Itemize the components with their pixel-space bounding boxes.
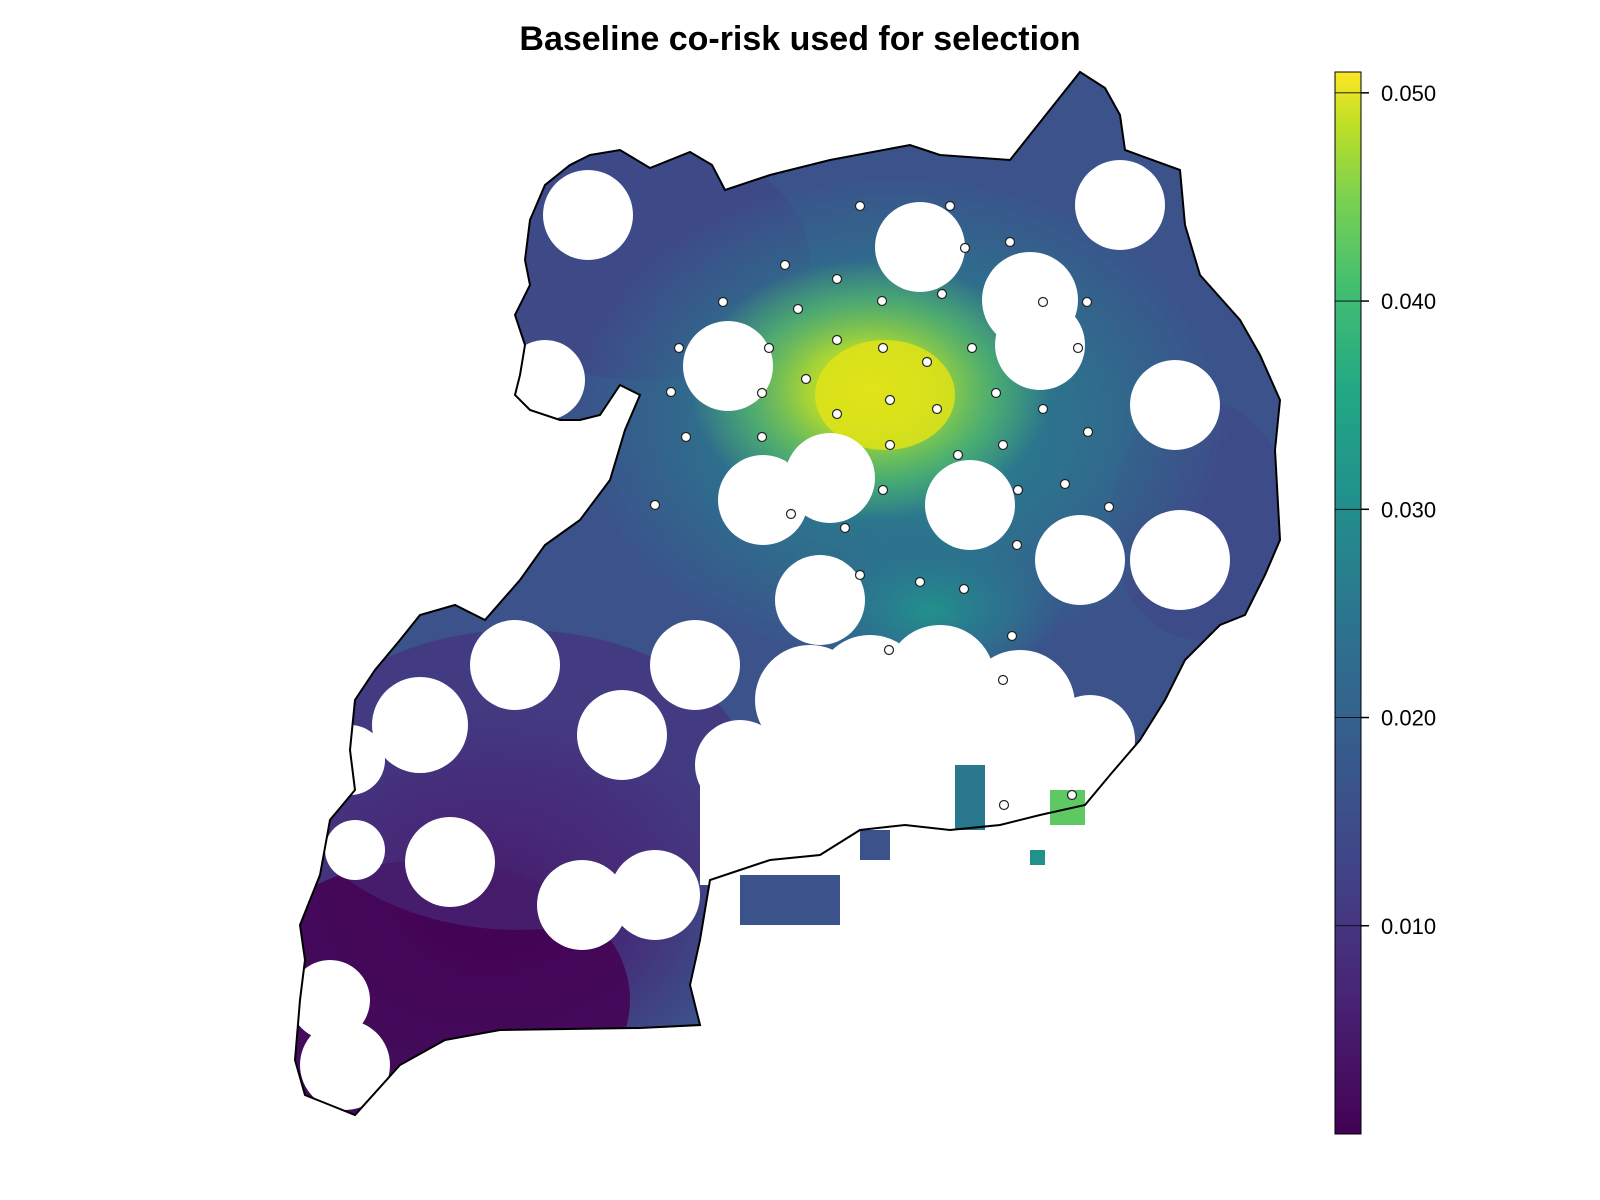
site-marker — [1066, 789, 1078, 801]
site-marker — [952, 449, 964, 461]
legend-tick-label: 0.050 — [1381, 81, 1436, 106]
site-marker — [877, 342, 889, 354]
site-marker — [649, 499, 661, 511]
site-marker — [1006, 630, 1018, 642]
site-marker — [936, 288, 948, 300]
site-marker — [779, 259, 791, 271]
site-marker — [673, 342, 685, 354]
site-marker — [1004, 236, 1016, 248]
site-marker — [785, 508, 797, 520]
site-marker — [959, 242, 971, 254]
site-marker — [792, 303, 804, 315]
site-marker — [966, 342, 978, 354]
map-title: Baseline co-risk used for selection — [519, 20, 1081, 58]
site-marker — [1012, 484, 1024, 496]
site-marker — [997, 439, 1009, 451]
site-marker — [997, 674, 1009, 686]
site-marker — [756, 431, 768, 443]
site-marker — [1072, 342, 1084, 354]
site-marker — [883, 644, 895, 656]
site-marker — [763, 342, 775, 354]
lake-islands — [740, 765, 1085, 925]
site-marker — [839, 522, 851, 534]
site-marker — [831, 408, 843, 420]
site-marker — [944, 200, 956, 212]
site-marker — [1081, 296, 1093, 308]
site-marker — [1011, 539, 1023, 551]
legend-tick-label: 0.030 — [1381, 497, 1436, 522]
color-legend: 0.050 0.040 0.030 0.020 0.010 — [1334, 71, 1436, 1135]
site-marker — [884, 439, 896, 451]
site-marker — [998, 799, 1010, 811]
site-marker — [665, 386, 677, 398]
site-marker — [756, 387, 768, 399]
legend-colorbar — [1335, 72, 1361, 1134]
legend-tick-label: 0.020 — [1381, 706, 1436, 731]
legend-tick-label: 0.040 — [1381, 289, 1436, 314]
site-marker — [854, 569, 866, 581]
site-marker — [831, 334, 843, 346]
site-marker — [884, 394, 896, 406]
site-marker — [1059, 478, 1071, 490]
site-marker — [1082, 426, 1094, 438]
legend-border — [1334, 71, 1362, 1135]
site-marker — [958, 583, 970, 595]
site-marker — [854, 200, 866, 212]
site-marker — [921, 356, 933, 368]
site-marker — [877, 484, 889, 496]
site-marker — [800, 373, 812, 385]
site-marker — [717, 296, 729, 308]
site-marker — [1037, 403, 1049, 415]
site-marker — [680, 431, 692, 443]
site-marker — [1103, 501, 1115, 513]
site-marker — [931, 403, 943, 415]
selected-sites — [649, 200, 1115, 811]
site-marker — [831, 273, 843, 285]
site-marker — [914, 576, 926, 588]
legend-ticks: 0.050 0.040 0.030 0.020 0.010 — [1334, 71, 1436, 1135]
legend-tick-label: 0.010 — [1381, 914, 1436, 939]
site-marker — [1037, 296, 1049, 308]
site-marker — [876, 295, 888, 307]
site-marker — [990, 387, 1002, 399]
